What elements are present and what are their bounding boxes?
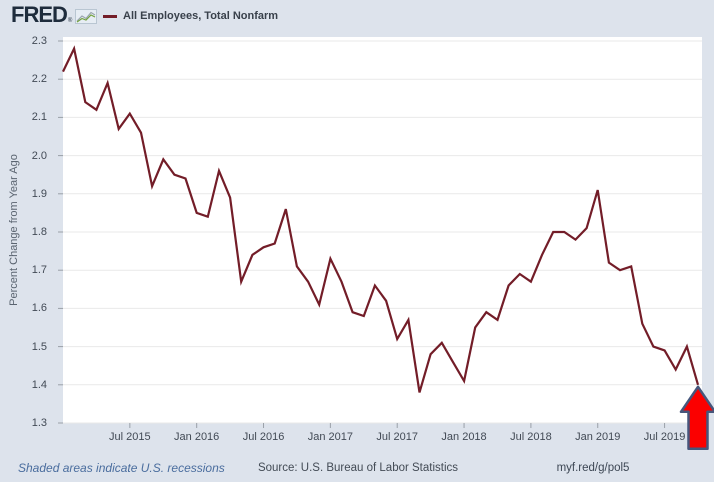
series-legend: All Employees, Total Nonfarm	[103, 10, 278, 22]
x-tick-label: Jan 2018	[441, 431, 487, 443]
data-line	[62, 45, 700, 393]
x-tick-label: Jul 2016	[242, 431, 285, 443]
y-tick-label: 1.4	[31, 378, 47, 391]
y-tick-label: 1.9	[31, 187, 47, 200]
plot-area	[63, 37, 702, 423]
fred-logo-text: FRED	[11, 2, 68, 27]
y-tick-label: 1.6	[31, 302, 47, 315]
series-title: All Employees, Total Nonfarm	[123, 10, 279, 22]
fred-logo[interactable]: FRED ®	[11, 2, 98, 27]
x-tick-label: Jul 2017	[376, 431, 418, 443]
y-tick-label: 2.0	[31, 149, 47, 162]
x-tick-label: Jan 2019	[575, 431, 621, 443]
data-source-label: Source: U.S. Bureau of Labor Statistics	[257, 462, 459, 474]
x-tick-label: Jan 2016	[174, 431, 220, 443]
y-tick-label: 2.3	[31, 35, 47, 47]
recessions-note-link[interactable]: Shaded areas indicate U.S. recessions	[18, 461, 225, 475]
fred-short-url[interactable]: myf.red/g/pol5	[556, 462, 630, 474]
y-tick-label: 2.2	[31, 73, 47, 86]
y-tick-label: 2.1	[31, 111, 47, 124]
x-tick-label: Jul 2019	[643, 431, 686, 443]
y-tick-label: 1.5	[31, 340, 47, 353]
x-tick-label: Jan 2017	[307, 431, 353, 443]
x-tick-label: Jul 2015	[109, 431, 151, 443]
registered-trademark: ®	[67, 18, 73, 24]
sparkline-icon	[75, 9, 98, 24]
y-tick-label: 1.3	[31, 417, 47, 429]
y-tick-label: 1.7	[31, 264, 47, 277]
legend-line-swatch	[103, 14, 117, 18]
x-tick-label: Jul 2018	[510, 431, 552, 443]
y-tick-label: 1.8	[31, 226, 47, 238]
